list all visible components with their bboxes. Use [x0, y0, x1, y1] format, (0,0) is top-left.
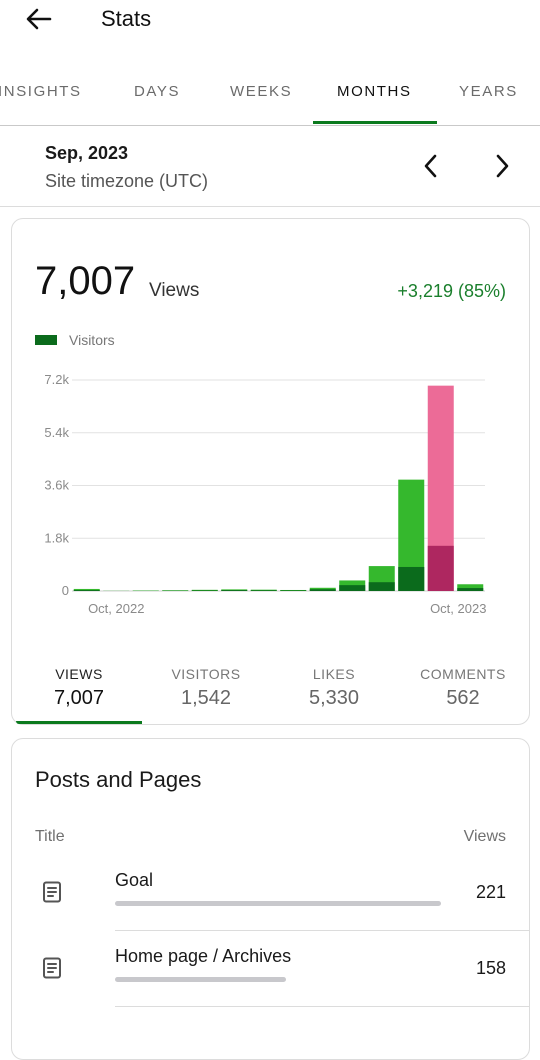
column-header-title: Title [35, 828, 65, 846]
bar-visitors [221, 590, 247, 591]
y-tick-label: 3.6k [44, 478, 69, 493]
post-views-bar [115, 977, 286, 982]
metric-label: VIEWS [16, 666, 142, 682]
section-title: Posts and Pages [35, 767, 201, 793]
metric-indicator [16, 721, 142, 724]
metric-label: LIKES [270, 666, 398, 682]
metric-label: VISITORS [142, 666, 270, 682]
document-icon [40, 880, 64, 904]
period-date: Sep, 2023 [45, 143, 128, 164]
post-row[interactable]: Goal 221 [12, 856, 529, 931]
bar-visitors [339, 585, 365, 591]
post-views: 158 [476, 958, 506, 979]
y-tick-label: 7.2k [44, 372, 69, 387]
y-tick-label: 5.4k [44, 425, 69, 440]
tab-days[interactable]: DAYS [134, 83, 180, 100]
y-tick-label: 0 [62, 583, 69, 598]
tab-years[interactable]: YEARS [459, 83, 518, 100]
post-title: Home page / Archives [115, 946, 291, 967]
back-button[interactable] [22, 4, 58, 34]
bar-visitors [280, 590, 306, 591]
metric-value: 7,007 [16, 687, 142, 710]
bar-visitors [251, 590, 277, 591]
previous-period-button[interactable] [416, 148, 446, 184]
page-title: Stats [101, 6, 151, 32]
chevron-right-icon [487, 148, 517, 184]
column-header-views: Views [464, 828, 506, 846]
bar-visitors [192, 590, 218, 591]
period-selector: Sep, 2023 Site timezone (UTC) [0, 126, 540, 207]
metric-label: COMMENTS [398, 666, 528, 682]
y-tick-label: 1.8k [44, 530, 69, 545]
arrow-left-icon [22, 4, 58, 34]
post-row[interactable]: Home page / Archives 158 [12, 932, 529, 1007]
metric-views[interactable]: VIEWS 7,007 [16, 666, 142, 710]
bar-visitors [428, 546, 454, 591]
period-tabs: INSIGHTS DAYS WEEKS MONTHS YEARS [0, 70, 540, 126]
tab-weeks[interactable]: WEEKS [230, 83, 292, 100]
x-tick-label: Oct, 2023 [430, 601, 486, 616]
bar-visitors [369, 582, 395, 591]
tab-months[interactable]: MONTHS [337, 83, 412, 100]
x-tick-label: Oct, 2022 [88, 601, 144, 616]
metric-comments[interactable]: COMMENTS 562 [398, 666, 528, 710]
bar-visitors [457, 588, 483, 591]
chevron-left-icon [416, 148, 446, 184]
document-icon [40, 956, 64, 980]
metric-visitors[interactable]: VISITORS 1,542 [142, 666, 270, 710]
next-period-button[interactable] [487, 148, 517, 184]
row-divider [115, 1006, 529, 1007]
bar-visitors [74, 590, 100, 591]
posts-pages-card: Posts and Pages Title Views Goal 221 Hom… [11, 738, 530, 1060]
metric-value: 562 [398, 687, 528, 710]
bar-visitors [398, 567, 424, 591]
views-bar-chart: 0 1.8k 3.6k 5.4k 7.2k Oct, 2022 Oct, 2023 [12, 219, 529, 629]
row-divider [115, 930, 529, 931]
bar-visitors [310, 589, 336, 591]
app-bar: Stats [0, 0, 540, 40]
tab-indicator [313, 121, 437, 124]
post-views: 221 [476, 882, 506, 903]
metric-value: 1,542 [142, 687, 270, 710]
metric-value: 5,330 [270, 687, 398, 710]
period-timezone: Site timezone (UTC) [45, 171, 208, 192]
post-views-bar [115, 901, 441, 906]
tab-insights[interactable]: INSIGHTS [0, 83, 82, 100]
post-title: Goal [115, 870, 153, 891]
metric-likes[interactable]: LIKES 5,330 [270, 666, 398, 710]
